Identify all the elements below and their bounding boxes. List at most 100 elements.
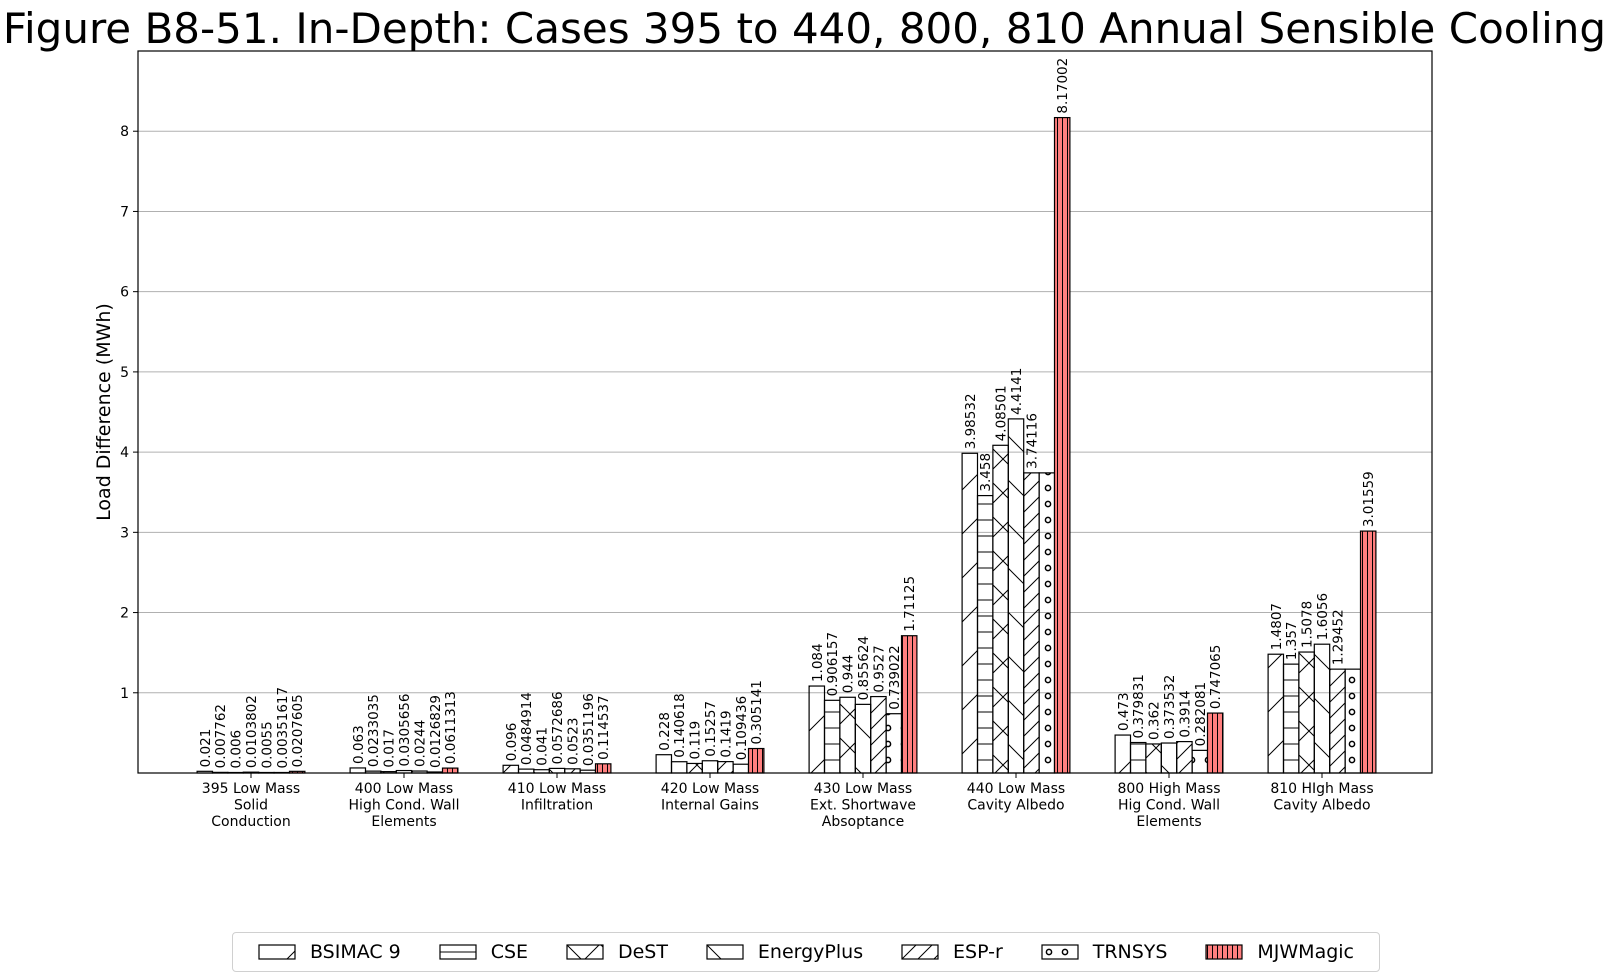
legend-label: TRNSYS [1092, 941, 1168, 963]
data-label: 8.17002 [1055, 58, 1071, 114]
bar [1313, 643, 1331, 774]
data-label: 0.096 [504, 723, 520, 762]
data-label: 0.0244 [412, 720, 428, 767]
bar [885, 713, 903, 774]
data-label: 0.0523 [565, 718, 581, 765]
data-label: 0.747065 [1208, 645, 1224, 709]
bar [502, 764, 520, 774]
data-label: 0.473 [1116, 692, 1132, 731]
legend-swatch [258, 944, 296, 960]
bar [1114, 734, 1132, 774]
data-label: 0.379831 [1131, 674, 1147, 738]
data-label: 0.362 [1147, 701, 1163, 740]
data-label: 0.041 [535, 727, 551, 766]
x-tick-label: 440 Low Mass Cavity Albedo [967, 781, 1065, 814]
legend-swatch [566, 944, 604, 960]
data-label: 0.0572686 [550, 691, 566, 764]
bars: 0.021 0.007762 0.006 0.0103802 0.0055 0.00351… [196, 58, 1377, 774]
bar [808, 685, 826, 774]
data-label: 1.29452 [1330, 609, 1346, 665]
y-tick-label: 3 [120, 525, 129, 541]
bar [1145, 743, 1162, 774]
bar [1298, 651, 1315, 774]
bar [441, 767, 459, 774]
data-label: 0.944 [841, 655, 857, 694]
data-label: 3.74116 [1024, 413, 1040, 469]
data-label: 0.017 [382, 729, 398, 768]
x-tick-label: 430 Low Mass Ext. Shortwave Absoptance [810, 781, 916, 830]
bar [594, 763, 612, 774]
data-label: 0.140618 [672, 693, 688, 757]
bar [686, 762, 703, 774]
legend-swatch [706, 944, 744, 960]
data-label: 1.5078 [1300, 601, 1316, 648]
bar [670, 761, 688, 774]
data-label: 0.0305656 [397, 694, 413, 767]
bar [1038, 472, 1056, 774]
data-label: 0.021 [198, 729, 214, 768]
data-label: 0.305141 [749, 680, 765, 744]
y-tick-label: 8 [120, 124, 129, 140]
bar [839, 696, 856, 774]
bar [655, 754, 673, 774]
data-label: 0.282081 [1193, 682, 1209, 746]
bar [1007, 418, 1025, 774]
data-label: 0.114537 [596, 695, 612, 759]
bar [1053, 116, 1071, 774]
legend-item: CSE [439, 941, 528, 963]
bar [1176, 741, 1193, 774]
y-tick-label: 5 [120, 365, 129, 381]
data-label: 0.906157 [825, 632, 841, 696]
legend-swatch [1041, 944, 1079, 960]
data-label: 0.0207605 [290, 694, 306, 767]
data-label: 0.1419 [718, 710, 734, 757]
data-label: 3.458 [978, 453, 994, 492]
data-label: 1.4807 [1269, 603, 1285, 650]
data-label: 0.063 [351, 725, 367, 764]
x-tick-label: 400 Low Mass High Cond. Wall Elements [349, 781, 460, 830]
y-tick-label: 4 [120, 445, 129, 461]
plot-area [137, 50, 1433, 774]
data-label: 0.0233035 [366, 694, 382, 767]
legend-item: DeST [566, 941, 668, 963]
x-tick-label: 395 Low Mass Solid Conduction [202, 781, 300, 830]
x-tick-label: 410 Low Mass Infiltration [508, 781, 606, 814]
data-label: 0.006 [229, 730, 245, 769]
bar [732, 763, 750, 774]
y-tick-label: 6 [120, 285, 129, 301]
legend-label: ESP-r [953, 941, 1003, 963]
data-label: 1.084 [810, 643, 826, 682]
legend-swatch [439, 944, 477, 960]
x-tick-label: 800 High Mass Hig Cond. Wall Elements [1117, 781, 1220, 830]
legend-swatch [901, 944, 939, 960]
legend-item: EnergyPlus [706, 941, 863, 963]
legend-label: EnergyPlus [757, 941, 864, 963]
data-label: 0.739022 [887, 645, 903, 709]
data-label: 0.0103802 [244, 695, 260, 768]
y-tick-label: 2 [120, 606, 129, 622]
data-label: 0.0126829 [428, 695, 444, 768]
bar [1359, 530, 1377, 774]
chart-title: Figure B8-51. In-Depth: Cases 395 to 440… [2, 4, 1607, 53]
bar [349, 767, 367, 774]
data-label: 0.109436 [734, 696, 750, 760]
bar [1329, 668, 1346, 774]
data-label: 4.08501 [994, 385, 1010, 441]
bar [747, 747, 765, 774]
x-tick-label: 420 Low Mass Internal Gains [661, 781, 759, 814]
bar [1344, 668, 1362, 774]
legend-item: MJWMagic [1205, 941, 1354, 963]
y-tick-label: 7 [120, 204, 129, 220]
data-label: 0.15257 [703, 701, 719, 757]
data-label: 0.0351196 [581, 693, 597, 766]
bar [1267, 653, 1285, 774]
legend-item: BSIMAC 9 [258, 941, 401, 963]
bar [717, 761, 734, 774]
legend-label: DeST [617, 941, 668, 963]
bar [900, 635, 918, 774]
data-label: 0.228 [657, 712, 673, 751]
legend-item: ESP-r [901, 941, 1003, 963]
data-label: 0.373532 [1162, 675, 1178, 739]
legend-swatch [1205, 944, 1243, 960]
